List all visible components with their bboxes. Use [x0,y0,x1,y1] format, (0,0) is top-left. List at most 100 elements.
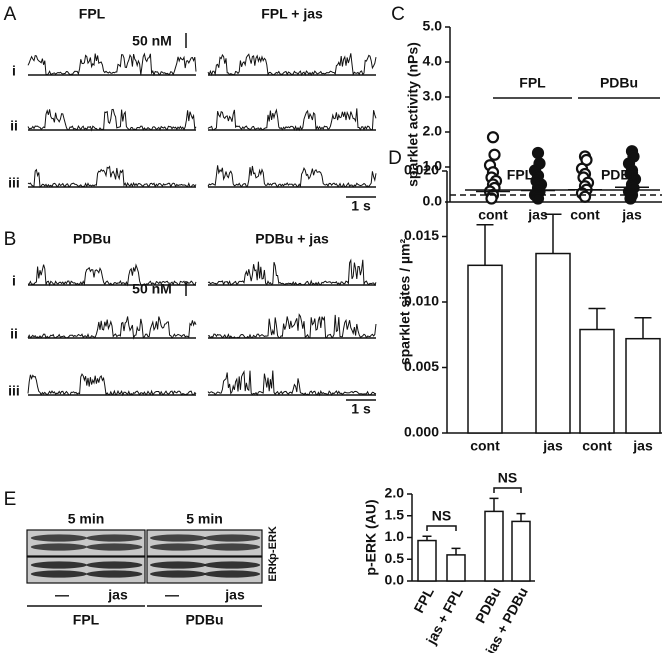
blot-band [30,534,87,542]
bar [535,252,571,434]
blot-band [204,561,261,569]
data-point [624,192,637,205]
y-tick-label: 0.0 [385,572,405,588]
x-tick-label: cont [470,438,500,454]
lane-label: jas [107,587,128,603]
trace [207,258,377,287]
lane-label: jas [224,587,245,603]
blot-band [150,534,207,542]
trace [27,263,197,287]
row-label: iii [8,383,20,399]
row-label: ii [10,118,18,134]
group-label: PDBu [601,167,639,183]
blot-band [150,543,207,551]
blot-band [30,570,87,578]
ns-bracket [426,525,457,531]
lane-label: — [165,587,179,603]
trace [207,165,377,188]
trace [207,313,377,340]
x-tick-label: jas [632,438,653,454]
error-bar [544,213,562,254]
blot-band [204,543,261,551]
data-point [485,192,498,205]
data-point [578,190,592,203]
error-bar [588,307,606,330]
blot-band [86,543,143,551]
blot-group: PDBu [185,612,223,628]
blot-strip [26,529,146,557]
trace [207,108,377,132]
time-label: 1 s [351,198,371,214]
data-point [486,131,500,144]
y-axis-label: sparklet activity (nPs) [405,42,421,187]
y-tick-label: 1.0 [385,528,405,544]
panel-label: E [4,489,17,510]
blot-band-label: p-ERK [267,526,279,560]
blot-band [86,534,143,542]
panel-label: A [4,4,17,25]
blot-time: 5 min [186,511,223,527]
row-label: ii [10,326,18,342]
scale-label: 50 nM [132,33,172,49]
trace-title: PDBu [73,231,111,247]
bar [467,264,503,434]
trace-title: FPL [79,6,106,22]
error-bar [516,512,526,522]
error-bar [451,547,461,555]
y-tick-label: 0.5 [385,550,405,566]
data-point [531,146,545,160]
x-tick-label: jas [542,438,563,454]
blot-band [150,561,207,569]
error-bar [489,497,499,512]
trace-title: FPL + jas [261,6,323,22]
y-tick-label: 0.020 [404,162,439,178]
group-label: PDBu [600,75,638,91]
blot-group: FPL [73,612,100,628]
trace [27,165,197,188]
y-tick-label: 0.005 [404,358,439,374]
blot-band [204,570,261,578]
y-axis-label: p-ERK (AU) [363,499,379,575]
bar [511,520,531,582]
y-tick-label: 0.015 [404,227,439,243]
group-label: FPL [519,75,546,91]
ns-label: NS [432,508,451,524]
y-tick-label: 0.0 [423,193,443,209]
blot-strip [26,556,146,584]
blot-band [150,570,207,578]
y-tick-label: 1.5 [385,506,405,522]
trace [207,53,377,77]
blot-band [30,561,87,569]
x-tick-label: jas [621,207,642,223]
blot-band-label: ERK [267,558,279,581]
row-label: iii [8,175,20,191]
y-tick-label: 4.0 [423,53,443,69]
x-tick-label: cont [570,207,600,223]
bar [625,337,661,434]
time-label: 1 s [351,401,371,417]
trace [207,370,377,397]
y-tick-label: 3.0 [423,88,443,104]
bar [446,554,466,582]
x-tick-label: FPL [410,584,437,615]
y-tick-label: 5.0 [423,18,443,34]
error-bar [634,316,652,339]
blot-band [86,570,143,578]
data-point [531,192,545,205]
lane-label: — [55,587,69,603]
y-axis-label: sparklet sites / µm² [397,238,413,365]
row-label: i [12,273,16,289]
ns-label: NS [498,470,517,486]
data-point [488,148,501,161]
group-label: FPL [507,167,534,183]
row-label: i [12,63,16,79]
blot-time: 5 min [68,511,105,527]
blot-band [204,534,261,542]
trace [27,316,197,340]
y-tick-label: 2.0 [385,485,405,501]
blot-strip [146,556,263,584]
panel-label: D [388,148,402,169]
x-tick-label: cont [478,207,508,223]
bar [484,510,504,582]
